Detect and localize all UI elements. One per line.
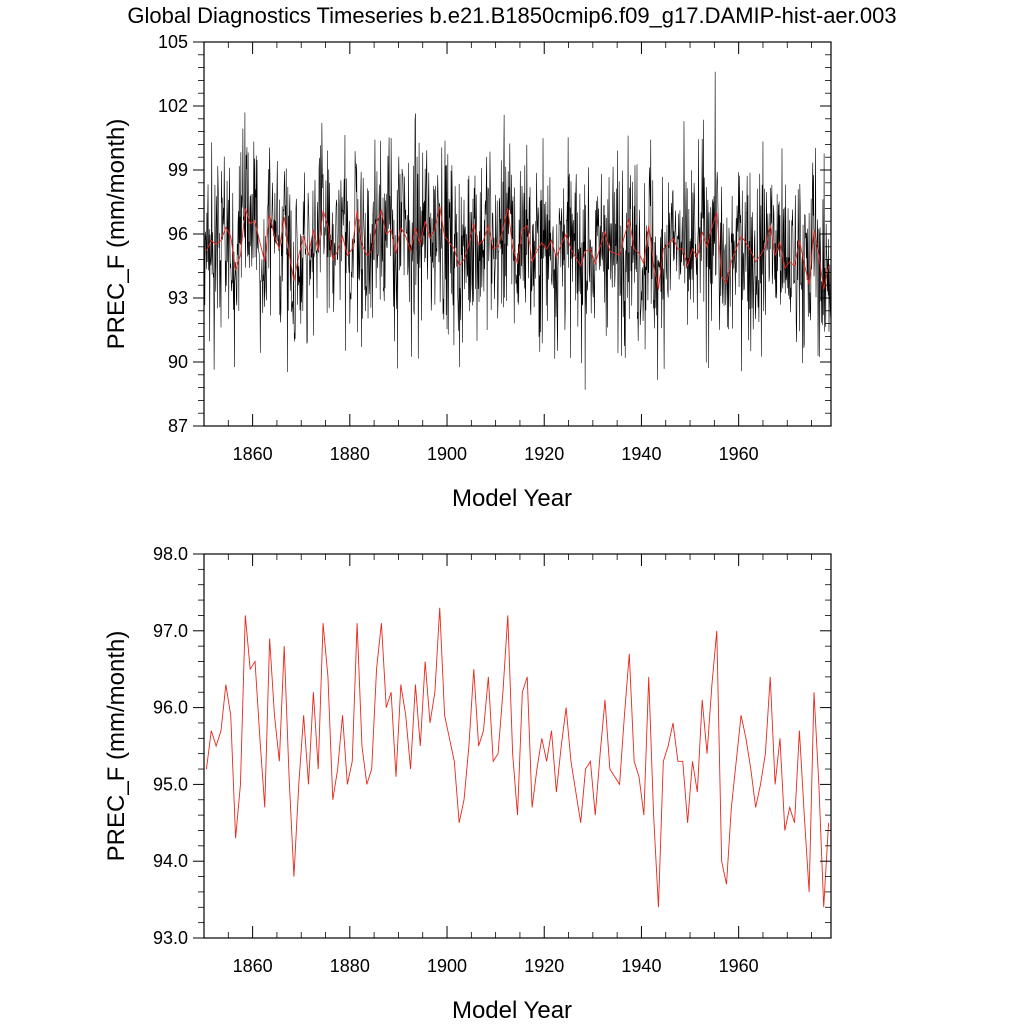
bot-x-tick-label: 1920: [524, 956, 564, 976]
bot-y-tick-label: 98.0: [153, 544, 188, 564]
top-y-tick-label: 93: [168, 288, 188, 308]
bottom-panel: 1860 1880 1900 1920 1940 1960 93.0 94.0 95.0 96.0…: [103, 544, 832, 1024]
top-x-tick-label: 1960: [719, 444, 759, 464]
top-x-tick-label: 1920: [524, 444, 564, 464]
bot-y-tick-label: 97.0: [153, 621, 188, 641]
top-annual-series-line: [206, 206, 830, 290]
bot-x-tick-label: 1960: [719, 956, 759, 976]
bottom-annual-series-line: [205, 607, 830, 908]
bot-y-tick-label: 93.0: [153, 928, 188, 948]
top-series-group: [203, 71, 831, 390]
top-x-tick-label: 1880: [330, 444, 370, 464]
bottom-ticks-group: 1860 1880 1900 1920 1940 1960 93.0 94.0 95.0 96.0…: [153, 544, 831, 976]
top-ticks-group: 1860 1880 1900 1920 1940 1960 87 90 93 96 99 102 105: [158, 32, 831, 464]
bot-x-tick-label: 1860: [233, 956, 273, 976]
top-monthly-series-line: [203, 71, 831, 390]
chart-title: Global Diagnostics Timeseries b.e21.B185…: [127, 3, 896, 28]
top-panel: 1860 1880 1900 1920 1940 1960 87 90 93 96 99 102 105…: [103, 32, 832, 512]
top-x-tick-label: 1860: [233, 444, 273, 464]
top-y-axis-title: PREC_F (mm/month): [103, 119, 130, 350]
top-x-axis-title: Model Year: [452, 485, 572, 512]
top-y-tick-label: 105: [158, 32, 188, 52]
bot-x-tick-label: 1940: [621, 956, 661, 976]
bottom-y-axis-title: PREC_F (mm/month): [103, 631, 130, 862]
bot-y-tick-label: 95.0: [153, 774, 188, 794]
bot-x-tick-label: 1880: [330, 956, 370, 976]
bot-y-tick-label: 94.0: [153, 851, 188, 871]
top-x-tick-label: 1940: [621, 444, 661, 464]
top-y-tick-label: 90: [168, 352, 188, 372]
bottom-plot-frame: [203, 553, 832, 939]
bot-x-tick-label: 1900: [427, 956, 467, 976]
bottom-series-group: [205, 607, 830, 908]
top-y-tick-label: 96: [168, 224, 188, 244]
top-y-tick-label: 102: [158, 96, 188, 116]
top-x-tick-label: 1900: [427, 444, 467, 464]
bottom-x-axis-title: Model Year: [452, 997, 572, 1024]
bot-y-tick-label: 96.0: [153, 698, 188, 718]
top-y-tick-label: 87: [168, 416, 188, 436]
top-y-tick-label: 99: [168, 160, 188, 180]
